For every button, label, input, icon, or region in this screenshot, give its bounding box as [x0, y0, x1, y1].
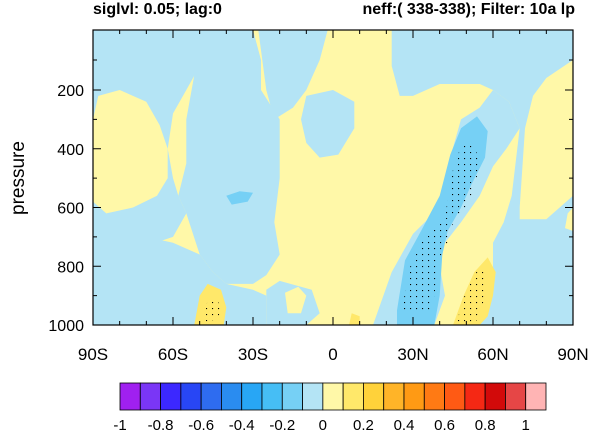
y-tick-label: 200 [57, 83, 84, 100]
negative-region [391, 30, 573, 325]
colorbar-label: 1 [522, 417, 530, 431]
colorbar-label: -0.6 [188, 417, 214, 431]
y-tick-label: 400 [57, 142, 84, 159]
negative-region [301, 90, 355, 158]
stipple-region [455, 266, 488, 325]
colorbar-label: 0.8 [475, 417, 496, 431]
colorbar-box [383, 382, 405, 411]
colorbar-box [403, 382, 425, 411]
colorbar-box [200, 382, 222, 411]
x-tick-label: 90S [78, 345, 108, 364]
x-axis: 90S 60S 30S 0 30N 60N 90N [78, 30, 589, 364]
colorbar-label: -1 [113, 417, 126, 431]
colorbar-box [363, 382, 385, 411]
stipple-region [202, 298, 221, 323]
colorbar-box [119, 382, 141, 411]
y-tick-label: 1000 [48, 318, 84, 335]
positive-region [325, 298, 347, 325]
colorbar-box [180, 382, 202, 411]
y-tick-label: 800 [57, 259, 84, 276]
positive-core-region [349, 313, 360, 325]
colorbar-box [423, 382, 445, 411]
y-axis: 200 400 600 800 1000 [48, 59, 573, 335]
positive-region [285, 286, 307, 314]
negative-core-region [226, 191, 253, 205]
colorbar-box [261, 382, 283, 411]
colorbar-box [139, 382, 161, 411]
colorbar-box [281, 382, 303, 411]
colorbar-label: 0.2 [353, 417, 374, 431]
negative-region [199, 207, 213, 226]
negative-region [258, 30, 328, 120]
y-tick-label: 600 [57, 201, 84, 218]
y-axis-label: pressure [8, 141, 29, 215]
colorbar-box [322, 382, 344, 411]
positive-region [565, 207, 573, 231]
x-tick-label: 30S [238, 345, 268, 364]
x-tick-label: 0 [328, 345, 337, 364]
colorbar-label: -0.2 [269, 417, 295, 431]
stipple-region [445, 142, 480, 220]
colorbar-label: -0.4 [229, 417, 255, 431]
colorbar-box [160, 382, 182, 411]
colorbar-label: 0.4 [394, 417, 415, 431]
header-left-text: siglvl: 0.05; lag:0 [93, 1, 222, 18]
header-right-text: neff:( 338-338); Filter: 10a lp [362, 1, 576, 18]
colorbar-box [444, 382, 466, 411]
positive-region [93, 90, 168, 214]
colorbar-box [464, 382, 486, 411]
colorbar-box [484, 382, 506, 411]
colorbar-label: -0.8 [148, 417, 174, 431]
stipple-region [402, 222, 453, 314]
x-tick-label: 60N [477, 345, 508, 364]
x-tick-label: 90N [557, 345, 588, 364]
colorbar-label: 0.6 [434, 417, 455, 431]
colorbar-box [525, 382, 547, 411]
x-tick-label: 30N [397, 345, 428, 364]
colorbar: -1 -0.8 -0.6 -0.4 -0.2 0 0.2 0.4 0.6 0.8 1 [113, 382, 547, 431]
x-tick-label: 60S [158, 345, 188, 364]
colorbar-label: 0 [319, 417, 327, 431]
significance-stippling [202, 142, 488, 325]
colorbar-box [505, 382, 527, 411]
colorbar-box [302, 382, 324, 411]
colorbar-box [241, 382, 263, 411]
colorbar-box [221, 382, 243, 411]
contour-field [93, 30, 573, 325]
colorbar-box [342, 382, 364, 411]
